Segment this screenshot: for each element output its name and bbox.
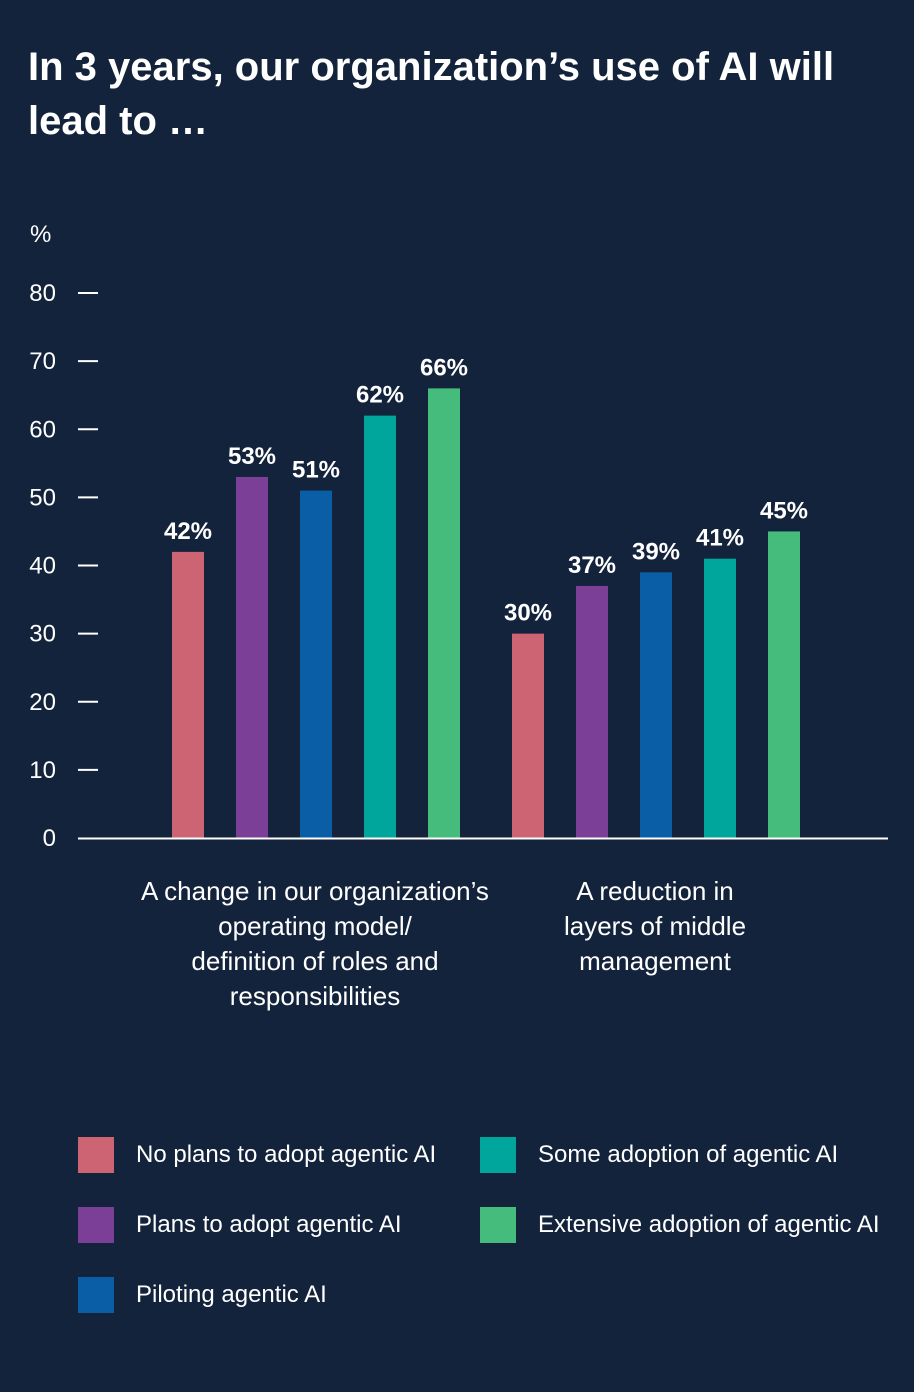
data-label-c1-s1: 37%: [568, 552, 616, 579]
bar-c0-s2: [300, 490, 332, 838]
legend-swatch-piloting: [78, 1277, 114, 1313]
data-label-c0-s1: 53%: [228, 443, 276, 470]
bar-c0-s4: [428, 388, 460, 838]
y-tick-label-30: 30: [29, 621, 56, 648]
legend-swatch-extensive-adoption: [480, 1207, 516, 1243]
legend-item-plans: Plans to adopt agentic AI: [78, 1207, 402, 1243]
legend-label-plans: Plans to adopt agentic AI: [136, 1211, 402, 1238]
bar-c0-s1: [236, 476, 268, 838]
data-label-c1-s0: 30%: [504, 600, 552, 627]
y-tick-label-80: 80: [29, 280, 56, 307]
legend-swatch-some-adoption: [480, 1137, 516, 1173]
legend-item-extensive-adoption: Extensive adoption of agentic AI: [480, 1207, 880, 1243]
data-label-c0-s0: 42%: [164, 518, 212, 545]
data-label-c1-s2: 39%: [632, 538, 680, 565]
data-label-c0-s4: 66%: [420, 354, 468, 381]
y-tick-label-50: 50: [29, 484, 56, 511]
chart-title: In 3 years, our organization’s use of AI…: [28, 45, 835, 143]
bar-series: 42% 53% 51% 62% 66% 30% 37% 39% 41% 45%: [164, 354, 808, 838]
data-label-c0-s3: 62%: [356, 382, 404, 409]
legend-label-no-plans: No plans to adopt agentic AI: [136, 1141, 437, 1168]
legend-item-piloting: Piloting agentic AI: [78, 1277, 327, 1313]
category-label-operating-model: A change in our organization’s operating…: [141, 876, 489, 1011]
y-tick-label-40: 40: [29, 553, 56, 580]
bar-c1-s4: [768, 531, 800, 838]
legend-label-piloting: Piloting agentic AI: [136, 1281, 327, 1308]
y-tick-label-60: 60: [29, 416, 56, 443]
y-tick-label-20: 20: [29, 689, 56, 716]
data-label-c1-s4: 45%: [760, 497, 808, 524]
y-axis-unit-label: %: [30, 221, 51, 248]
legend-item-some-adoption: Some adoption of agentic AI: [480, 1137, 838, 1173]
data-label-c1-s3: 41%: [696, 525, 744, 552]
bar-chart: % 0 10 20 30 40 50 60 70 80 42% 53% 51% 62% 66% 30% 37…: [29, 221, 888, 852]
legend-swatch-plans: [78, 1207, 114, 1243]
y-axis: 0 10 20 30 40 50 60 70 80: [29, 280, 98, 852]
legend-swatch-no-plans: [78, 1137, 114, 1173]
bar-c1-s3: [704, 558, 736, 838]
bar-c0-s3: [364, 415, 396, 838]
y-tick-label-10: 10: [29, 757, 56, 784]
bar-c1-s2: [640, 572, 672, 838]
bar-c1-s0: [512, 633, 544, 838]
data-label-c0-s2: 51%: [292, 457, 340, 484]
legend-label-some-adoption: Some adoption of agentic AI: [538, 1141, 839, 1168]
y-tick-label-70: 70: [29, 348, 56, 375]
legend-label-extensive-adoption: Extensive adoption of agentic AI: [538, 1211, 880, 1238]
legend-item-no-plans: No plans to adopt agentic AI: [78, 1137, 436, 1173]
bar-c0-s0: [172, 551, 204, 838]
y-tick-label-0: 0: [43, 825, 56, 852]
bar-c1-s1: [576, 585, 608, 838]
category-label-middle-management: A reduction in layers of middle manageme…: [563, 876, 747, 976]
